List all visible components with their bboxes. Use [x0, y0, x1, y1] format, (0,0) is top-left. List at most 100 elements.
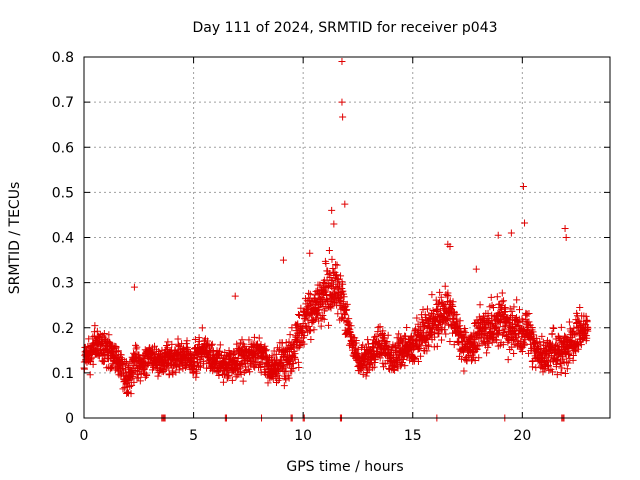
data-point [263, 352, 271, 360]
data-point [521, 336, 529, 344]
data-point [436, 288, 444, 296]
data-point [238, 336, 246, 344]
data-point [431, 333, 439, 341]
data-point [88, 353, 96, 361]
data-point [328, 255, 336, 263]
data-point [276, 374, 284, 382]
data-point [125, 363, 133, 371]
data-point [255, 334, 263, 342]
outlier-point [521, 219, 529, 227]
data-point [429, 325, 437, 333]
y-tick-label: 0.3 [52, 276, 74, 292]
data-point [449, 298, 457, 306]
data-point [376, 354, 384, 362]
data-point [246, 368, 254, 376]
data-point [403, 323, 411, 331]
data-point [288, 324, 296, 332]
data-point [347, 322, 355, 330]
data-point [557, 360, 565, 368]
data-point [230, 348, 238, 356]
data-point [329, 264, 337, 272]
data-point [359, 341, 367, 349]
y-tick-label: 0.1 [52, 366, 74, 382]
data-point [492, 323, 500, 331]
data-point [495, 326, 503, 334]
data-point [126, 383, 134, 391]
data-point [419, 306, 427, 314]
data-point [300, 340, 308, 348]
data-point [523, 310, 531, 318]
data-point [215, 371, 223, 379]
data-point [565, 351, 573, 359]
data-point [196, 363, 204, 371]
data-point [264, 379, 272, 387]
data-point [362, 372, 370, 380]
y-axis-label: SRMTID / TECUs [7, 182, 23, 295]
data-point [164, 338, 172, 346]
data-point [136, 377, 144, 385]
y-tick-label: 0.8 [52, 50, 74, 66]
data-point [557, 323, 565, 331]
data-point [423, 347, 431, 355]
data-point [483, 349, 491, 357]
data-point [208, 340, 216, 348]
data-point [510, 303, 518, 311]
data-point [485, 339, 493, 347]
data-point [448, 301, 456, 309]
data-point [225, 371, 233, 379]
data-point [307, 336, 315, 344]
data-point [512, 334, 520, 342]
data-point [324, 271, 332, 279]
data-point [175, 366, 183, 374]
data-point [490, 303, 498, 311]
data-point [143, 372, 151, 380]
data-point [183, 337, 191, 345]
data-point [191, 336, 199, 344]
data-point [300, 332, 308, 340]
data-point [322, 260, 330, 268]
data-point [322, 287, 330, 295]
data-point [414, 345, 422, 353]
data-point [582, 312, 590, 320]
y-tick-label: 0.7 [52, 95, 74, 111]
data-point [493, 336, 501, 344]
outlier-point [279, 256, 287, 264]
data-point [402, 332, 410, 340]
data-point [430, 343, 438, 351]
data-point [564, 359, 572, 367]
data-point [149, 349, 157, 357]
data-point [169, 370, 177, 378]
data-point [413, 314, 421, 322]
data-point [216, 347, 224, 355]
x-tick-label: 10 [294, 428, 312, 444]
outlier-point [446, 243, 454, 251]
data-point [279, 362, 287, 370]
data-point [510, 350, 518, 358]
data-point [563, 365, 571, 373]
data-point [423, 305, 431, 313]
data-point [289, 360, 297, 368]
data-point [559, 355, 567, 363]
data-point [438, 336, 446, 344]
data-point [236, 339, 244, 347]
x-tick-label: 0 [80, 428, 89, 444]
data-point [500, 328, 508, 336]
data-point [493, 293, 501, 301]
data-point [550, 324, 558, 332]
data-point [339, 287, 347, 295]
data-point [291, 355, 299, 363]
data-point [193, 369, 201, 377]
data-point [194, 341, 202, 349]
data-point [461, 324, 469, 332]
data-point [106, 365, 114, 373]
data-point [453, 310, 461, 318]
data-point [93, 327, 101, 335]
data-point [294, 310, 302, 318]
data-point [428, 291, 436, 299]
x-tick-label: 20 [513, 428, 531, 444]
data-point [310, 326, 318, 334]
data-point [525, 318, 533, 326]
data-point [576, 303, 584, 311]
data-point [89, 360, 97, 368]
